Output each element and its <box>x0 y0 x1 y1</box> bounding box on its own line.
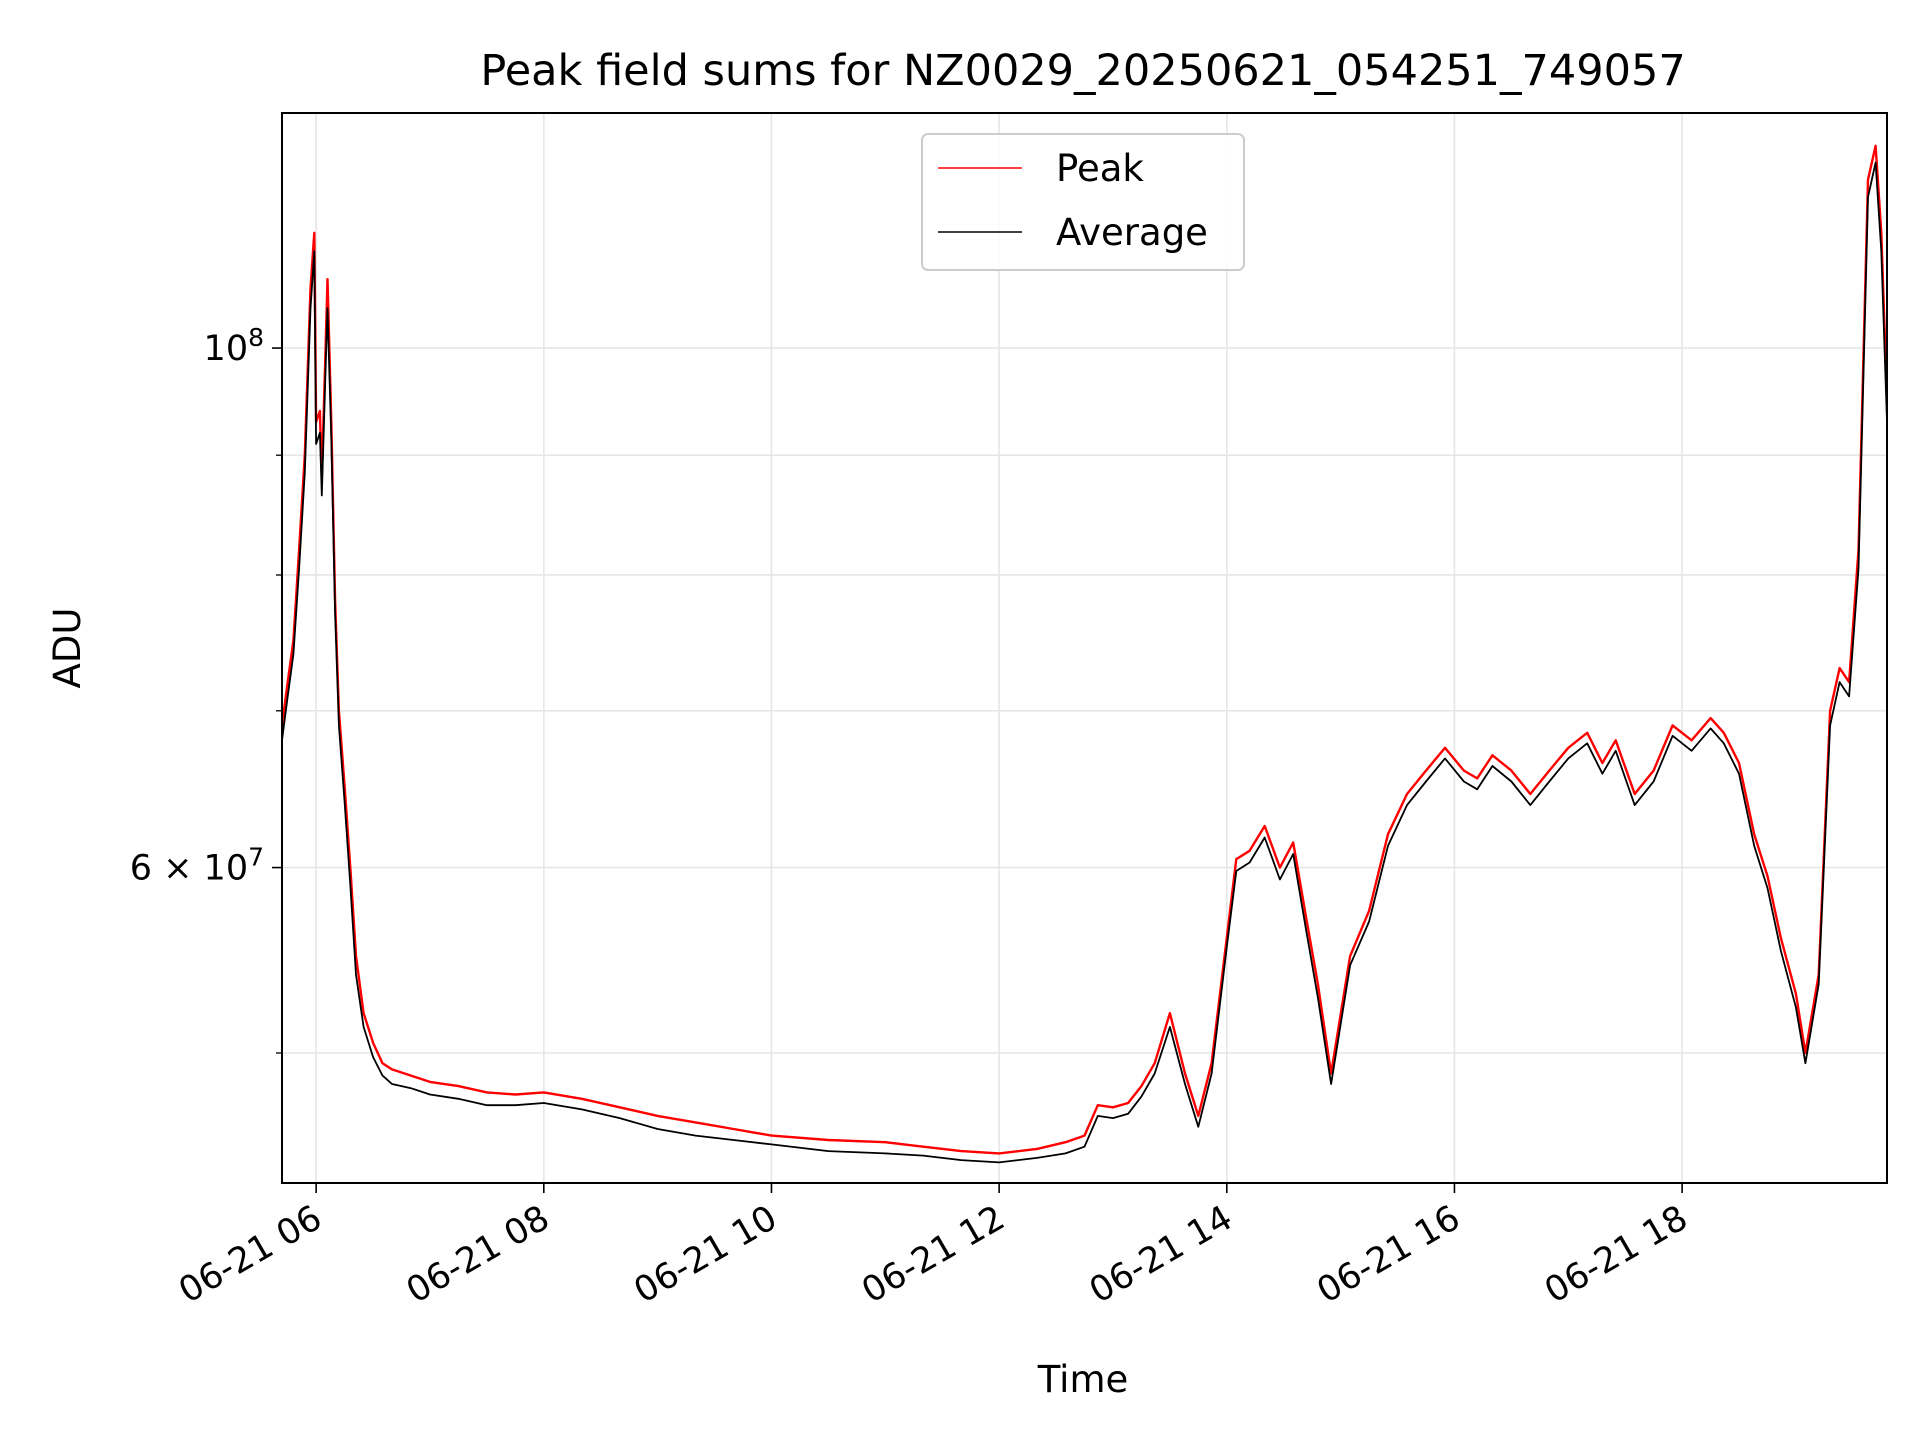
x-axis-label: Time <box>1037 1358 1129 1401</box>
legend-label-peak: Peak <box>1056 147 1144 190</box>
plot-frame <box>281 112 1888 1184</box>
legend-label-average: Average <box>1056 211 1208 254</box>
average-series-line <box>282 161 1887 1164</box>
peak-series-line <box>282 144 1887 1155</box>
y-axis-ticks: 6 × 107 108 <box>130 323 282 1054</box>
grid-lines <box>282 113 1887 1183</box>
y-tick-label: 6 × 107 <box>130 843 264 889</box>
y-axis-label: ADU <box>46 608 89 689</box>
y-tick-label: 108 <box>204 323 264 369</box>
legend: Peak Average <box>921 133 1245 271</box>
chart-title: Peak field sums for NZ0029_20250621_0542… <box>480 46 1685 96</box>
series-lines <box>282 144 1887 1164</box>
